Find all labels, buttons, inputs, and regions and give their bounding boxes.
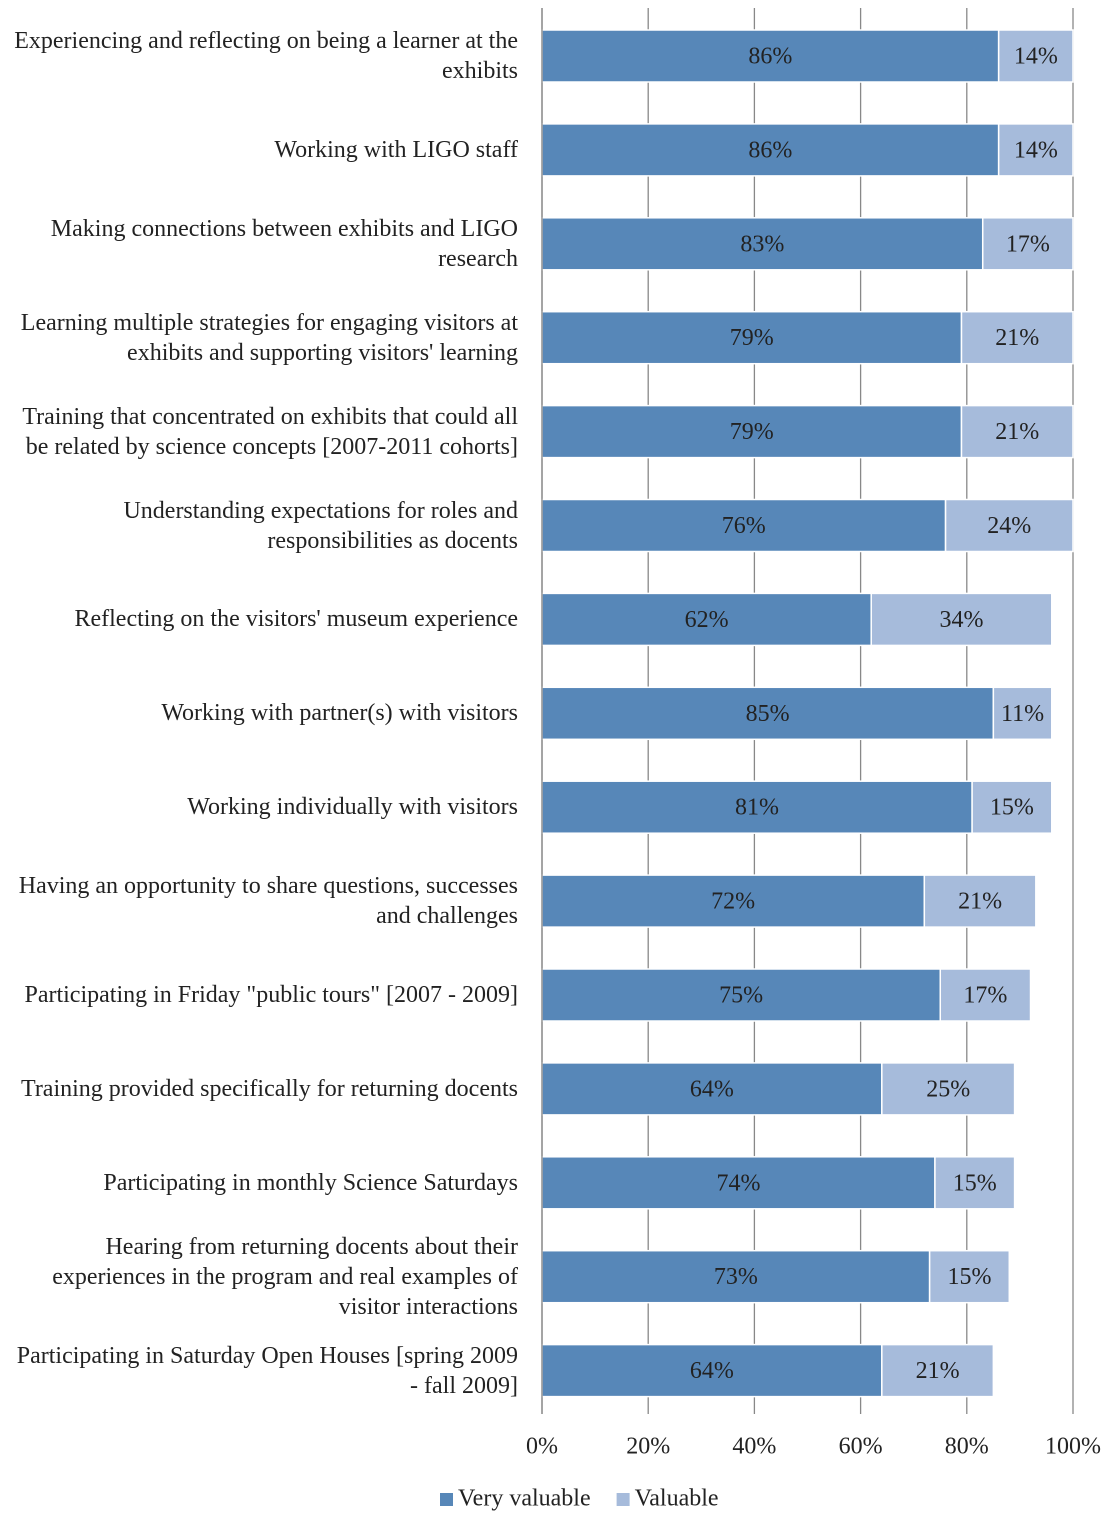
bar-segment [881, 1343, 995, 1398]
category-label: Working with LIGO staff [274, 136, 518, 163]
value-label: 15% [990, 795, 1034, 821]
bar-segment [997, 123, 1074, 177]
category-label: Understanding expectations for roles and… [123, 497, 518, 554]
bar-segment [541, 592, 872, 647]
bar-segment [541, 1062, 883, 1116]
value-label: 72% [711, 889, 755, 915]
value-label: 86% [748, 44, 792, 70]
value-label: 81% [735, 795, 779, 821]
bar-segment [541, 874, 926, 928]
bar-segment [870, 592, 1053, 647]
category-label: Training provided specifically for retur… [21, 1075, 518, 1102]
category-label: Participating in Friday "public tours" [… [24, 982, 518, 1008]
x-tick-label: 100% [1045, 1434, 1101, 1460]
value-label: 64% [690, 1076, 734, 1102]
category-label: Working with partner(s) with visitors [161, 700, 518, 727]
value-label: 75% [719, 983, 763, 1009]
value-label: 17% [1006, 231, 1050, 257]
value-label: 14% [1014, 44, 1058, 70]
category-label: Hearing from returning docents about the… [52, 1233, 518, 1320]
value-label: 11% [1001, 701, 1044, 727]
bar-segment [541, 123, 1000, 177]
value-label: 79% [730, 419, 774, 445]
value-label: 15% [947, 1264, 991, 1290]
value-label: 85% [746, 701, 790, 727]
bar-segment [541, 217, 984, 271]
bar-segment [992, 686, 1053, 741]
x-tick-label: 40% [732, 1434, 776, 1460]
value-label: 62% [685, 607, 729, 633]
bar-segment [541, 29, 1000, 83]
bar-segment [541, 686, 995, 741]
category-label: Having an opportunity to share questions… [18, 873, 518, 930]
category-label: Participating in monthly Science Saturda… [103, 1169, 518, 1196]
value-label: 24% [987, 513, 1031, 539]
value-label: 21% [916, 1358, 960, 1384]
value-label: 76% [722, 513, 766, 539]
x-tick-label: 60% [839, 1434, 883, 1460]
legend-label: Very valuable [458, 1486, 591, 1512]
value-label: 86% [748, 137, 792, 163]
category-label: Experiencing and reflecting on being a l… [14, 28, 518, 84]
bar-segment [944, 498, 1074, 553]
bar-segment [541, 1249, 931, 1304]
value-label: 64% [690, 1358, 734, 1384]
bar-segment [541, 310, 963, 365]
value-label: 21% [958, 889, 1002, 915]
category-label: Making connections between exhibits and … [50, 215, 518, 272]
bar-segment [960, 310, 1074, 365]
legend-label: Valuable [635, 1486, 719, 1512]
category-label: Participating in Saturday Open Houses [s… [16, 1342, 518, 1399]
bar-segment [928, 1249, 1011, 1304]
bar-segment [934, 1156, 1016, 1210]
category-label: Reflecting on the visitors' museum exper… [74, 606, 518, 633]
bar-segment [981, 217, 1074, 271]
x-tick-label: 20% [626, 1434, 670, 1460]
value-label: 34% [939, 607, 983, 633]
value-label: 21% [995, 325, 1039, 351]
value-label: 17% [963, 983, 1007, 1009]
bar-segment [939, 968, 1032, 1022]
bar-segment [541, 404, 963, 459]
bar-segment [960, 404, 1074, 459]
legend-swatch [616, 1493, 630, 1506]
value-label: 79% [730, 325, 774, 351]
bar-segment [541, 780, 973, 834]
value-label: 74% [716, 1170, 760, 1196]
legend-swatch [440, 1493, 453, 1506]
bar-segment [997, 29, 1074, 83]
category-label: Training that concentrated on exhibits t… [22, 403, 518, 460]
x-tick-label: 80% [945, 1434, 989, 1460]
category-label: Working individually with visitors [187, 794, 518, 821]
value-label: 15% [953, 1170, 997, 1196]
value-label: 83% [740, 231, 784, 257]
bar-segment [971, 780, 1053, 834]
x-tick-label: 0% [526, 1434, 558, 1460]
bar-segment [881, 1062, 1016, 1116]
value-label: 73% [714, 1264, 758, 1290]
value-label: 25% [926, 1076, 970, 1102]
category-label: Learning multiple strategies for engagin… [20, 309, 518, 366]
value-label: 21% [995, 419, 1039, 445]
value-label: 14% [1014, 137, 1058, 163]
bar-segment [923, 874, 1037, 928]
